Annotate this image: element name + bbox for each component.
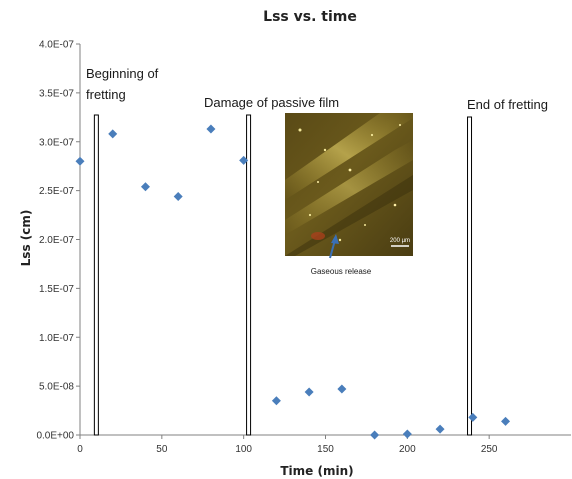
y-axis-title: Lss (cm) <box>19 210 33 267</box>
x-axis-title: Time (min) <box>280 464 353 478</box>
event-line <box>467 116 473 436</box>
data-point <box>304 387 314 397</box>
y-tick-label: 3.0E-07 <box>39 137 74 148</box>
y-tick-label: 1.5E-07 <box>39 284 74 295</box>
x-tick-label: 200 <box>399 444 416 455</box>
x-tick-label: 150 <box>317 444 334 455</box>
event-label: fretting <box>86 87 126 102</box>
data-point <box>206 124 216 134</box>
data-point <box>370 430 380 440</box>
inset-arrowhead <box>331 234 339 244</box>
y-tick-label: 0.0E+00 <box>36 431 74 442</box>
micrograph-inset: 200 µm Gaseous release <box>285 113 413 276</box>
event-line <box>246 114 252 436</box>
event-line <box>93 114 99 436</box>
x-ticks: 0 50 100 150 200 250 <box>77 435 498 455</box>
data-point <box>173 191 183 201</box>
x-tick-label: 100 <box>235 444 252 455</box>
data-point <box>435 424 445 434</box>
x-tick-label: 250 <box>481 444 498 455</box>
data-point <box>108 129 118 139</box>
data-point <box>501 416 511 426</box>
event-label: Damage of passive film <box>204 95 339 110</box>
y-tick-label: 2.5E-07 <box>39 186 74 197</box>
y-ticks: 0.0E+00 5.0E-08 1.0E-07 1.5E-07 2.0E-07 2.5E-… <box>36 40 80 442</box>
event-label: Beginning of <box>86 66 159 81</box>
y-tick-label: 3.5E-07 <box>39 88 74 99</box>
scale-bar-label: 200 µm <box>390 238 410 244</box>
data-point <box>402 429 412 439</box>
data-point <box>239 155 249 165</box>
data-points <box>75 124 511 440</box>
event-lines: Beginning of fretting Damage of passive fi… <box>86 66 548 436</box>
data-point <box>468 412 478 422</box>
y-tick-label: 4.0E-07 <box>39 40 74 51</box>
data-point <box>271 396 281 406</box>
inset-caption: Gaseous release <box>311 267 372 276</box>
y-tick-label: 5.0E-08 <box>39 382 74 393</box>
x-tick-label: 50 <box>156 444 168 455</box>
micrograph-texture <box>285 113 413 256</box>
x-tick-label: 0 <box>77 444 83 455</box>
y-tick-label: 2.0E-07 <box>39 235 74 246</box>
y-tick-label: 1.0E-07 <box>39 333 74 344</box>
chart-title: Lss vs. time <box>263 9 357 25</box>
data-point <box>140 182 150 192</box>
event-label: End of fretting <box>467 97 548 112</box>
plot-area: 0.0E+00 5.0E-08 1.0E-07 1.5E-07 2.0E-07 2.5E-… <box>36 40 571 455</box>
data-point <box>75 156 85 166</box>
data-point <box>337 384 347 394</box>
